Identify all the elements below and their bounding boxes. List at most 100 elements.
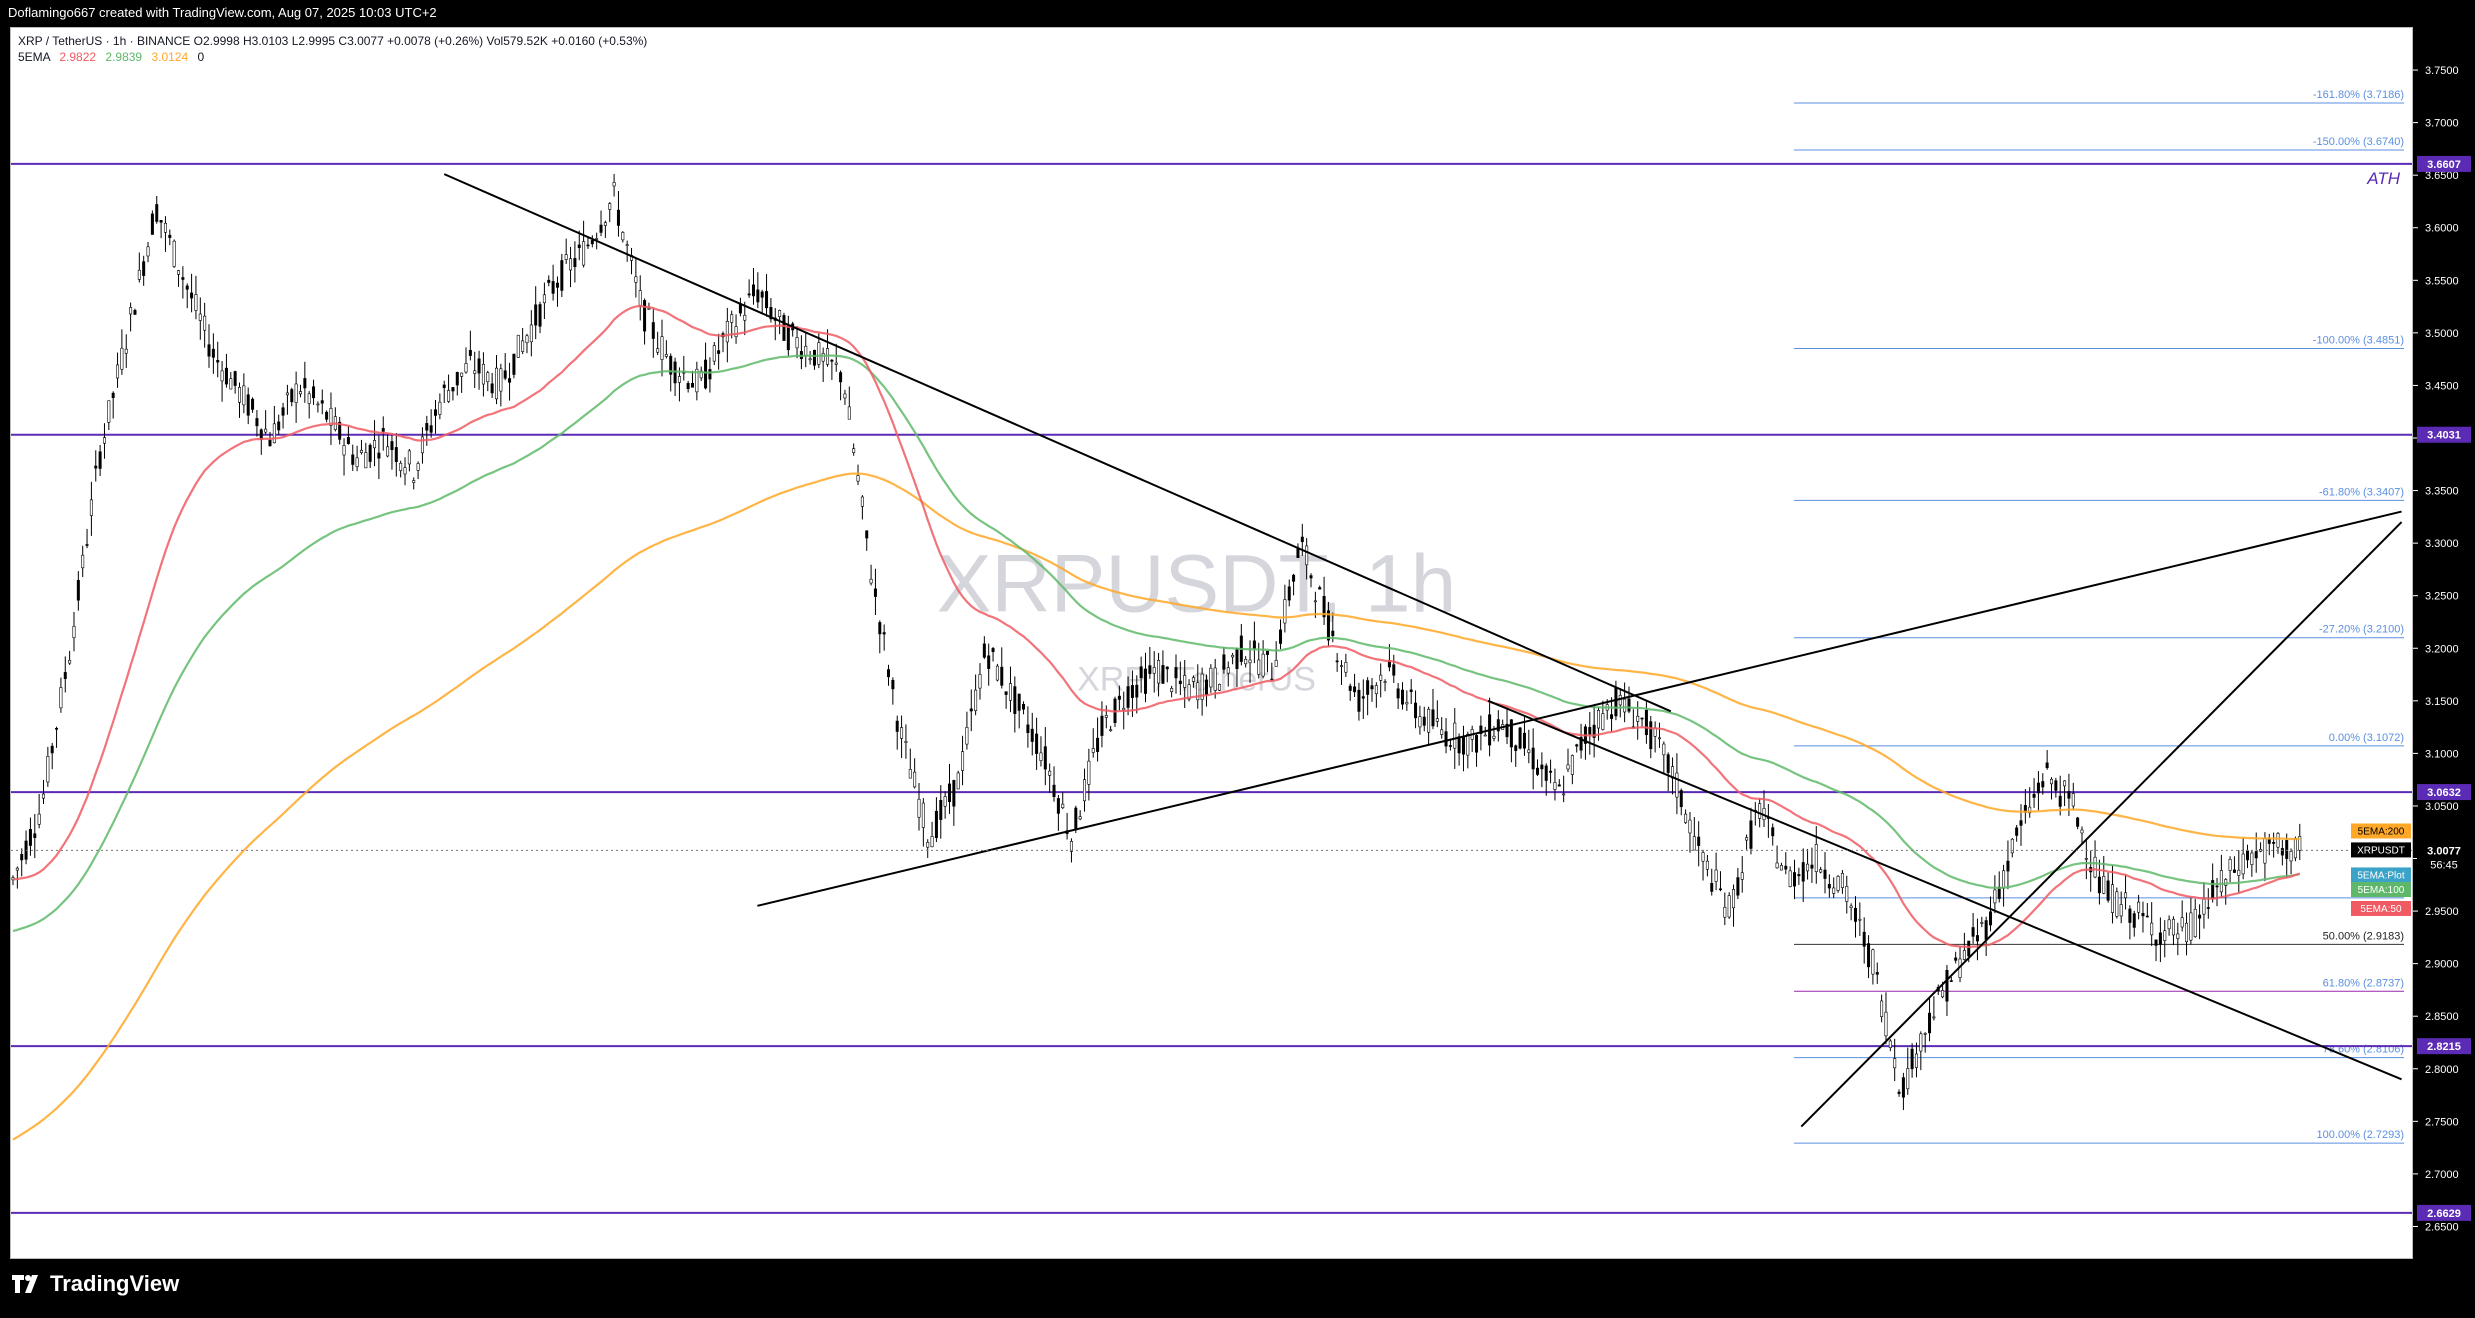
fib-level-label: -100.00% (3.4851) bbox=[2313, 335, 2404, 347]
candle bbox=[237, 387, 241, 403]
candle bbox=[129, 307, 133, 315]
candle bbox=[159, 219, 163, 223]
fib-level-label: 61.80% (2.8737) bbox=[2323, 977, 2404, 989]
candle bbox=[390, 441, 394, 451]
ema-extra-value: 0 bbox=[197, 50, 205, 64]
candle bbox=[987, 655, 991, 669]
candle bbox=[1980, 922, 1984, 924]
candle bbox=[1322, 596, 1326, 618]
candle bbox=[451, 387, 455, 392]
candle bbox=[1514, 745, 1518, 751]
candle bbox=[1043, 746, 1047, 770]
candle bbox=[2206, 907, 2210, 909]
candle bbox=[442, 384, 446, 389]
candle bbox=[259, 429, 263, 440]
chart-area[interactable] bbox=[10, 27, 2413, 1259]
candle bbox=[969, 708, 973, 712]
candle bbox=[1274, 660, 1278, 667]
candle bbox=[1836, 875, 1840, 891]
candle bbox=[2202, 898, 2206, 915]
candle bbox=[89, 499, 93, 516]
candle bbox=[142, 261, 146, 276]
candle bbox=[747, 293, 751, 296]
candle bbox=[1170, 688, 1174, 692]
candle bbox=[2272, 841, 2276, 844]
candle bbox=[974, 689, 978, 711]
candle bbox=[264, 428, 268, 433]
candle bbox=[242, 385, 246, 406]
ema-tag-label: 5EMA:50 bbox=[2360, 904, 2402, 915]
candle bbox=[751, 284, 755, 297]
candle bbox=[1522, 732, 1526, 749]
y-tick-label: 3.3500 bbox=[2425, 486, 2459, 498]
candle bbox=[1174, 667, 1178, 679]
candle bbox=[1640, 717, 1644, 720]
candle bbox=[1644, 709, 1648, 736]
candle bbox=[85, 544, 89, 546]
candle bbox=[1008, 683, 1012, 701]
candle bbox=[412, 480, 416, 483]
candle bbox=[168, 234, 172, 238]
candle bbox=[873, 588, 877, 597]
candle bbox=[1048, 770, 1052, 776]
candle bbox=[1618, 695, 1622, 706]
candle bbox=[616, 209, 620, 226]
fib-level-label: 50.00% (2.9183) bbox=[2323, 930, 2404, 942]
candle bbox=[133, 309, 137, 315]
candle bbox=[1884, 1011, 1888, 1037]
candle bbox=[1779, 865, 1783, 871]
candle bbox=[1200, 673, 1204, 700]
candle bbox=[595, 238, 599, 240]
candle bbox=[2054, 780, 2058, 791]
candle bbox=[660, 336, 664, 360]
candle bbox=[930, 836, 934, 848]
fib-level-label: -27.20% (3.2100) bbox=[2319, 624, 2404, 636]
candle bbox=[438, 401, 442, 415]
y-tick-label: 3.6500 bbox=[2425, 170, 2459, 182]
candle bbox=[1727, 895, 1731, 918]
candle bbox=[146, 246, 150, 257]
candle bbox=[590, 240, 594, 245]
candle bbox=[952, 780, 956, 807]
candle bbox=[1117, 695, 1121, 700]
candle bbox=[59, 687, 63, 709]
candle bbox=[1461, 736, 1465, 755]
candle bbox=[1035, 733, 1039, 754]
candle bbox=[1775, 862, 1779, 869]
candle bbox=[2185, 922, 2189, 943]
candle bbox=[2006, 860, 2010, 872]
fib-level-label: -150.00% (3.6740) bbox=[2313, 136, 2404, 148]
candle bbox=[181, 277, 185, 280]
candle bbox=[1867, 943, 1871, 968]
candle bbox=[2254, 851, 2258, 859]
candle bbox=[163, 222, 167, 233]
candle bbox=[1784, 865, 1788, 870]
candle bbox=[251, 398, 255, 410]
candle bbox=[516, 334, 520, 358]
candle bbox=[1840, 873, 1844, 888]
candle bbox=[695, 368, 699, 393]
candle bbox=[1675, 772, 1679, 798]
candle bbox=[386, 446, 390, 457]
fib-level-label: -161.80% (3.7186) bbox=[2313, 89, 2404, 101]
candle bbox=[1226, 667, 1230, 674]
candle bbox=[1444, 731, 1448, 747]
candle bbox=[769, 307, 773, 320]
candle bbox=[2124, 892, 2128, 899]
tradingview-logo[interactable]: TradingView bbox=[12, 1271, 179, 1297]
tradingview-icon bbox=[12, 1275, 38, 1293]
candle bbox=[2141, 912, 2145, 917]
candle bbox=[2002, 870, 2006, 889]
candle bbox=[220, 370, 224, 382]
y-tick-label: 2.6500 bbox=[2425, 1221, 2459, 1233]
candle bbox=[68, 660, 72, 664]
candle bbox=[1130, 685, 1134, 698]
candle bbox=[1527, 749, 1531, 753]
candle bbox=[843, 393, 847, 399]
candle bbox=[434, 409, 438, 416]
candle bbox=[46, 756, 50, 783]
candle bbox=[1993, 889, 1997, 904]
candle bbox=[717, 350, 721, 354]
candle bbox=[329, 408, 333, 426]
